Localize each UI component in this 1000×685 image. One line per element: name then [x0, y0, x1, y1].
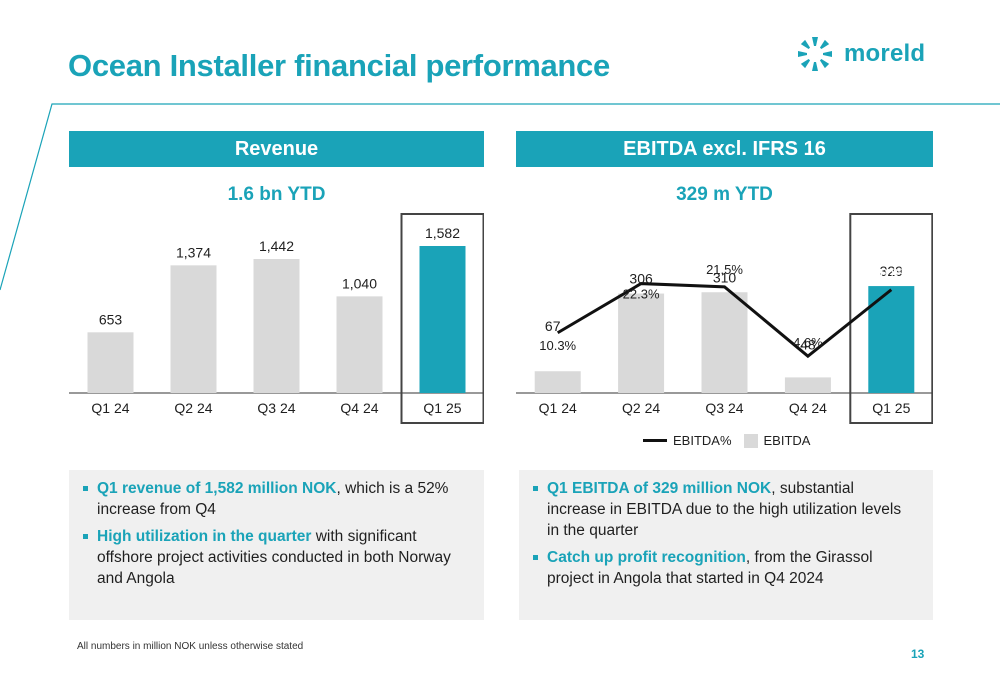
x-tick-label: Q4 24: [789, 400, 827, 416]
bar: [170, 265, 217, 393]
x-tick-label: Q4 24: [340, 400, 378, 416]
bullet-text: , substantial increase in EBITDA due to …: [547, 480, 902, 539]
page-number: 13: [911, 647, 925, 661]
highlight-frame: [849, 213, 933, 424]
ebitda-chart: Q1 24 Q2 24 Q3 24 Q4 24 Q1 25 67 10.3% 30622.3%…: [516, 213, 933, 424]
bar: [784, 377, 831, 393]
pct-label: 20.8%: [873, 266, 910, 281]
legend-bar-label: EBITDA: [763, 433, 811, 448]
legend-bar-swatch: [743, 433, 758, 448]
bullet-emphasis: Q1 revenue of 1,582 million NOK: [97, 480, 337, 497]
legend-line-label: EBITDA%: [673, 433, 732, 448]
bullet-emphasis: Catch up profit recognition: [547, 549, 746, 566]
data-label: 653: [99, 311, 123, 327]
bar: [618, 293, 665, 393]
bar: [868, 286, 915, 393]
x-tick-label: Q1 24: [539, 400, 577, 416]
x-tick-label: Q2 24: [622, 400, 660, 416]
revenue-chart: 653 Q1 24 1,374 Q2 24 1,442 Q3 24 1,040 Q4 24 1,…: [69, 213, 484, 424]
x-tick-label: Q3 24: [257, 400, 295, 416]
footnote: All numbers in million NOK unless otherw…: [77, 641, 304, 652]
bar: [701, 292, 748, 393]
pct-label: 10.3%: [539, 338, 576, 353]
x-tick-label: Q2 24: [174, 400, 212, 416]
moreld-logo-icon: [798, 37, 832, 71]
ebitda-ytd: 329 m YTD: [676, 184, 773, 205]
bar: [534, 371, 581, 393]
legend-line-swatch: [643, 439, 667, 442]
revenue-ytd: 1.6 bn YTD: [227, 184, 326, 205]
data-label: 1,374: [176, 244, 211, 260]
x-tick-label: Q1 24: [91, 400, 129, 416]
bullet-emphasis: High utilization in the quarter: [97, 528, 312, 545]
bullet-text: , from the Girassol project in Angola th…: [547, 549, 873, 587]
pct-label: 21.5%: [706, 262, 743, 277]
bar: [87, 332, 134, 393]
revenue-commentary: Q1 revenue of 1,582 million NOK, which i…: [69, 470, 484, 620]
highlight-frame: [400, 213, 484, 424]
x-tick-label: Q1 25: [872, 400, 910, 416]
data-label: 1,582: [425, 225, 460, 241]
list-item: Q1 EBITDA of 329 million NOK, substantia…: [533, 478, 911, 541]
ebitda-commentary: Q1 EBITDA of 329 million NOK, substantia…: [519, 470, 933, 620]
bullet-text: with significant offshore project activi…: [97, 528, 451, 587]
data-label: 1,442: [259, 238, 294, 254]
bar: [336, 296, 383, 393]
ebitda-pct-line: [556, 282, 893, 359]
x-tick-label: Q3 24: [705, 400, 743, 416]
bar: [419, 246, 466, 393]
list-item: Catch up profit recognition, from the Gi…: [533, 547, 911, 589]
data-label: 306: [629, 271, 653, 287]
logo: moreld: [796, 34, 925, 74]
pct-label: 22.3%: [623, 287, 660, 302]
data-label: 48: [800, 336, 816, 352]
list-item: High utilization in the quarter with sig…: [83, 526, 462, 589]
data-label: 1,040: [342, 275, 377, 291]
page-title: Ocean Installer financial performance: [68, 48, 610, 83]
x-tick-label: Q1 25: [423, 400, 461, 416]
logo-text: moreld: [844, 40, 926, 67]
data-label: 310: [713, 269, 737, 285]
ebitda-header: EBITDA excl. IFRS 16: [516, 131, 933, 167]
bullet-emphasis: Q1 EBITDA of 329 million NOK: [547, 480, 772, 497]
data-label: 329: [880, 263, 904, 279]
bullet-text: , which is a 52% increase from Q4: [97, 480, 449, 518]
list-item: Q1 revenue of 1,582 million NOK, which i…: [83, 478, 462, 520]
ebitda-legend: EBITDA% EBITDA: [643, 433, 810, 448]
revenue-header: Revenue: [69, 131, 484, 167]
data-label: 67: [545, 318, 561, 334]
bar: [253, 259, 300, 393]
pct-label: 4.6%: [793, 335, 823, 350]
